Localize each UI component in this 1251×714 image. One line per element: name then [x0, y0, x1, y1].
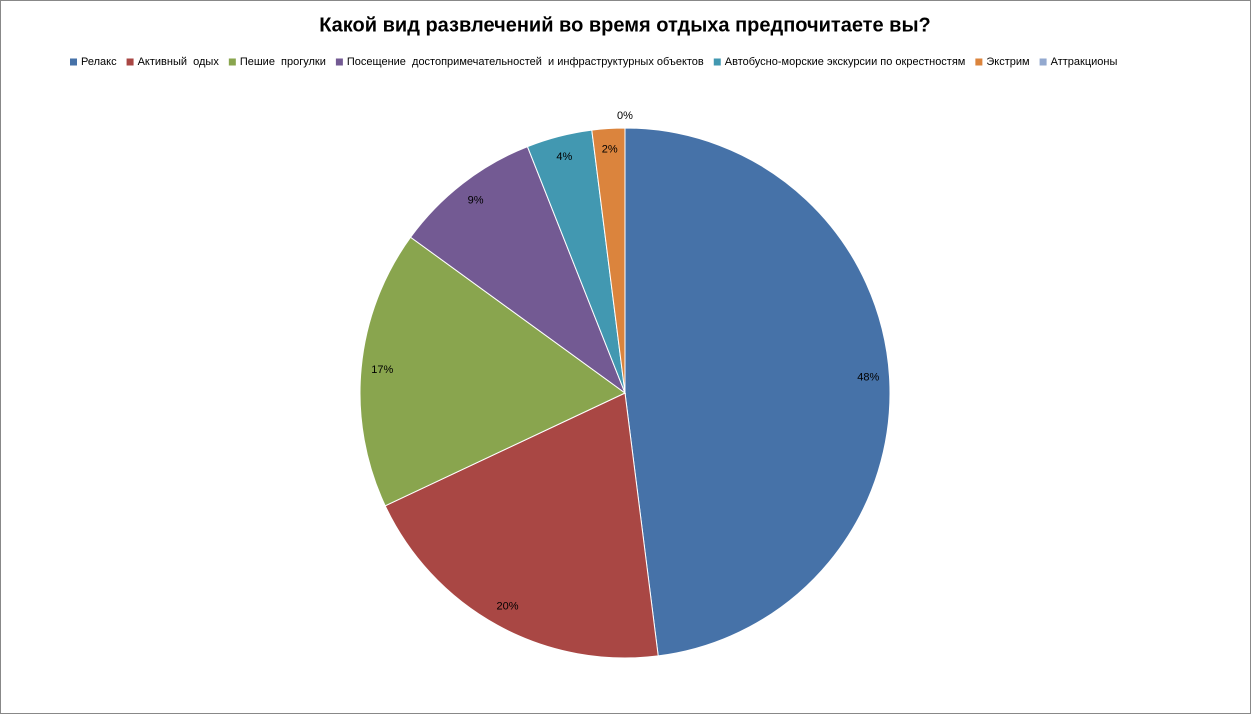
legend-label: Автобусно-морские экскурсии по окрестнос…: [725, 56, 966, 68]
legend-swatch: [126, 58, 134, 66]
legend-swatch: [975, 58, 983, 66]
pie-slice: [359, 236, 626, 507]
pie-slice: [409, 145, 627, 395]
data-label: 0%: [617, 110, 633, 122]
data-label: 2%: [602, 144, 618, 156]
chart-title: Какой вид развлечений во время отдыха пр…: [319, 14, 931, 36]
legend-swatch: [228, 58, 236, 66]
legend-swatch: [713, 58, 721, 66]
data-label: 20%: [497, 601, 519, 613]
pie-slice: [384, 392, 659, 659]
legend-swatch: [335, 58, 343, 66]
data-label: 4%: [556, 151, 572, 163]
legend-label: Посещение достопримечательностей и инфра…: [347, 56, 704, 68]
legend-label: Экстрим: [986, 56, 1029, 68]
legend-swatch: [70, 58, 77, 66]
legend-label: Пешие прогулки: [240, 56, 326, 68]
data-label: 48%: [857, 372, 879, 384]
data-label: 17%: [371, 364, 393, 376]
legend-label: Релакс: [81, 56, 117, 68]
data-label: 9%: [468, 194, 484, 206]
legend-swatch: [1039, 58, 1047, 66]
pie-slice: [624, 127, 891, 657]
legend-label: Аттракционы: [1051, 56, 1118, 68]
legend-label: Активный одых: [138, 56, 220, 68]
